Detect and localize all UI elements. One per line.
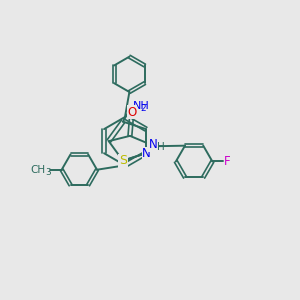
Text: NH: NH xyxy=(133,101,149,111)
Text: H: H xyxy=(157,142,164,152)
Text: 2: 2 xyxy=(141,104,146,113)
Text: N: N xyxy=(142,147,151,160)
Text: O: O xyxy=(128,106,136,119)
Text: S: S xyxy=(119,154,127,167)
Text: 3: 3 xyxy=(46,168,52,177)
Text: CH: CH xyxy=(30,165,46,175)
Text: F: F xyxy=(224,155,231,168)
Text: N: N xyxy=(149,139,158,152)
